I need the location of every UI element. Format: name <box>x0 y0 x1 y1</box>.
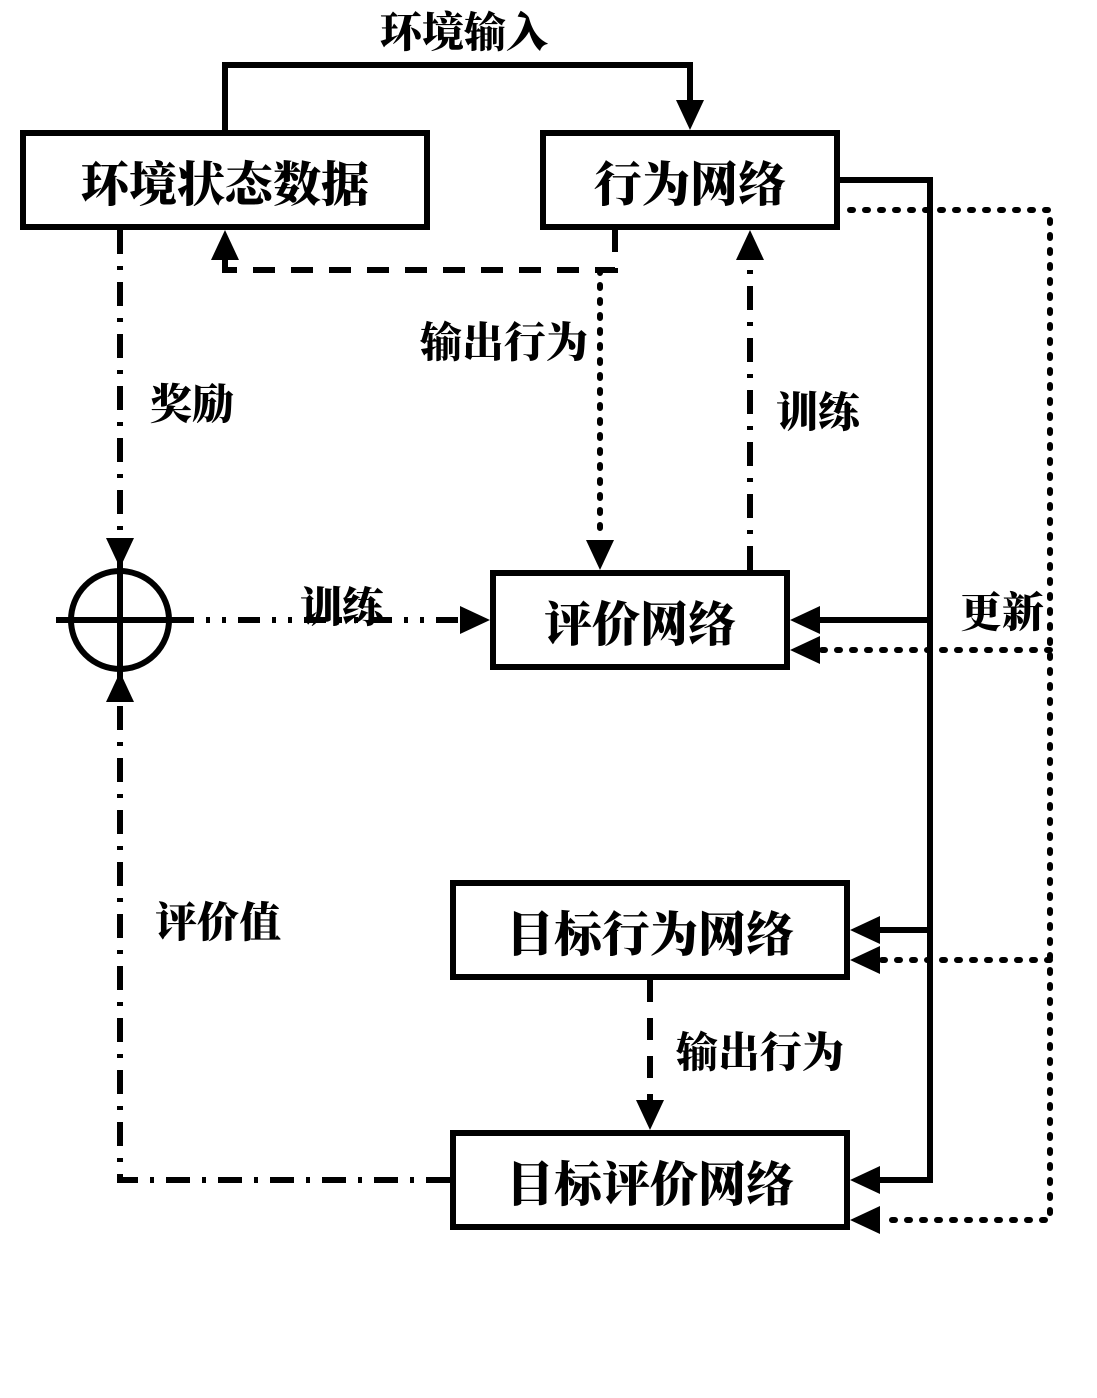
node-label: 目标行为网络 <box>506 896 794 965</box>
node-label: 行为网络 <box>594 146 786 215</box>
label-update: 更新 <box>960 580 1044 640</box>
arrowhead <box>850 946 880 974</box>
label-reward: 奖励 <box>150 372 234 432</box>
node-label: 评价网络 <box>544 586 736 655</box>
node-tbehavior: 目标行为网络 <box>450 880 850 980</box>
arrowhead <box>790 636 820 664</box>
node-label: 目标评价网络 <box>506 1146 794 1215</box>
arrowhead <box>850 916 880 944</box>
arrowhead <box>586 540 614 570</box>
sum-cross-v <box>117 556 123 684</box>
node-env: 环境状态数据 <box>20 130 430 230</box>
arrowhead <box>850 1206 880 1234</box>
node-label: 环境状态数据 <box>81 146 369 215</box>
label-outbeh2: 输出行为 <box>676 1020 844 1080</box>
edge <box>225 65 690 135</box>
arrowhead <box>850 1166 880 1194</box>
arrowhead <box>460 606 490 634</box>
edge <box>840 180 930 1180</box>
node-critic: 评价网络 <box>490 570 790 670</box>
label-top: 环境输入 <box>380 0 548 60</box>
arrowhead <box>736 230 764 260</box>
arrowhead <box>790 606 820 634</box>
label-train_r: 训练 <box>776 380 860 440</box>
diagram-canvas: 环境状态数据行为网络评价网络目标行为网络目标评价网络环境输入奖励输出行为训练训练… <box>0 0 1097 1398</box>
label-valq: 评价值 <box>155 890 281 950</box>
node-behavior: 行为网络 <box>540 130 840 230</box>
edge <box>850 210 1050 1220</box>
arrowhead <box>676 100 704 130</box>
node-tcritic: 目标评价网络 <box>450 1130 850 1230</box>
arrowhead <box>211 230 239 260</box>
label-outbeh1: 输出行为 <box>420 310 588 370</box>
arrowhead <box>636 1100 664 1130</box>
label-train_l: 训练 <box>300 575 384 635</box>
sum-node <box>68 568 172 672</box>
edge <box>225 230 615 270</box>
